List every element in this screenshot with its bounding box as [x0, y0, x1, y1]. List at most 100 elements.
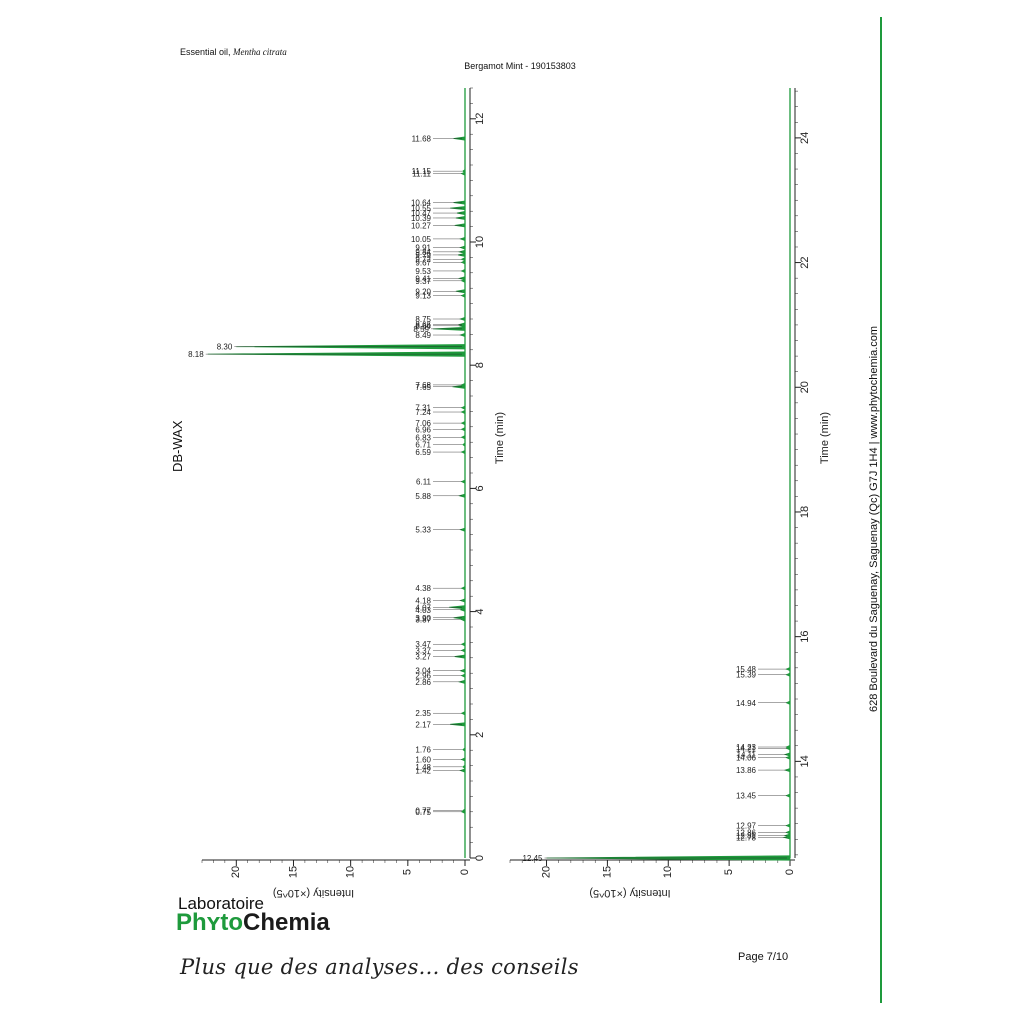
time-tick-label-2-24: 24: [799, 132, 811, 144]
peak-2-3: [785, 830, 791, 835]
time-tick-label-1-8: 8: [474, 362, 486, 368]
peak-1-48: [459, 245, 466, 250]
peak-label-1-41: 9.37: [415, 277, 431, 286]
peak-label-1-8: 2.86: [415, 678, 431, 687]
peak-label-1-1: 0.77: [415, 807, 431, 816]
peak-label-2-4: 12.97: [736, 822, 757, 831]
peak-1-39: [460, 293, 466, 298]
time-tick-label-1-2: 2: [474, 732, 486, 738]
intensity-tick-label-1-15: 15: [287, 866, 299, 878]
peak-label-1-22: 6.11: [416, 478, 432, 487]
peak-1-13: [460, 642, 466, 647]
peak-label-1-3: 1.48: [415, 763, 431, 772]
time-axis-title-1: Time (min): [494, 412, 506, 464]
peak-label-1-52: 10.47: [411, 209, 432, 218]
peak-1-29: [460, 405, 466, 410]
peak-label-1-12: 3.37: [415, 646, 431, 655]
peak-1-4: [460, 757, 466, 762]
intensity-tick-label-1-10: 10: [345, 866, 357, 878]
intensity-tick-label-1-5: 5: [402, 869, 414, 875]
time-tick-label-2-20: 20: [799, 381, 811, 393]
peak-label-1-49: 10.05: [411, 235, 432, 244]
peak-2-2: [783, 833, 791, 838]
intensity-axis-title-2: Intensity (×10^5): [589, 887, 670, 899]
peak-label-1-54: 10.64: [411, 199, 432, 208]
peak-label-1-7: 2.35: [415, 709, 431, 718]
peak-label-1-45: 9.72: [415, 255, 431, 264]
peak-1-47: [457, 249, 466, 254]
peak-2-7: [785, 755, 791, 760]
intensity-tick-label-1-20: 20: [230, 866, 242, 878]
peak-label-1-25: 6.83: [415, 433, 431, 442]
time-tick-label-2-16: 16: [799, 631, 811, 643]
peak-label-2-8: 14.11: [737, 751, 757, 760]
peak-label-1-29: 7.31: [415, 404, 431, 413]
logo-part-1: Ph: [176, 909, 207, 936]
peak-1-38: [459, 316, 466, 322]
peak-1-18: [459, 598, 466, 603]
peak-label-1-55: 11.11: [412, 170, 431, 179]
peak-label-1-9: 2.96: [415, 672, 431, 681]
peak-label-1-37: 8.66: [415, 321, 431, 330]
peak-label-2-0: 12.45: [522, 854, 543, 863]
sample-name: Essential oil, Mentha citrata: [180, 47, 287, 57]
intensity-tick-label-2-5: 5: [723, 869, 735, 875]
sample-latin-name: Mentha citrata: [233, 47, 287, 57]
intensity-tick-label-2-0: 0: [784, 869, 796, 875]
peak-1-43: [460, 268, 466, 274]
peak-1-24: [462, 442, 466, 448]
intensity-tick-label-2-10: 10: [662, 866, 674, 878]
peak-label-1-23: 6.59: [415, 448, 431, 457]
page-number: Page 7/10: [738, 951, 789, 963]
logo-laboratoire: Laboratoire: [178, 894, 265, 913]
logo-phytochemia: PhʏtoChemia: [176, 909, 330, 937]
intensity-tick-label-2-15: 15: [601, 866, 613, 878]
peak-label-1-32: 8.18: [188, 350, 204, 359]
peak-label-1-57: 11.68: [412, 135, 432, 144]
side-divider-line: [880, 17, 882, 1003]
peak-2-11: [785, 700, 791, 705]
peak-label-1-21: 5.88: [415, 492, 431, 501]
peak-label-1-36: 8.64: [415, 322, 431, 331]
peak-1-37: [457, 322, 466, 327]
peak-label-2-6: 13.86: [736, 766, 757, 775]
address-text: 628 Boulevard du Saguenay, Saguenay (Qc)…: [868, 319, 880, 718]
peak-label-1-35: 8.59: [413, 325, 429, 334]
peak-2-13: [785, 666, 791, 672]
peak-2-6: [783, 767, 791, 773]
peak-label-1-27: 7.06: [415, 419, 431, 428]
peak-1-22: [460, 479, 466, 484]
report-title: Bergamot Mint - 190153803: [464, 61, 576, 71]
peak-label-1-50: 10.27: [411, 221, 432, 230]
peak-label-1-30: 7.65: [415, 383, 431, 392]
time-tick-label-1-6: 6: [474, 485, 486, 491]
time-tick-label-1-4: 4: [474, 609, 486, 615]
peak-label-2-10: 14.23: [736, 743, 757, 752]
peak-label-2-13: 15.48: [736, 665, 757, 674]
peak-label-1-42: 9.41: [415, 274, 431, 283]
peak-label-1-53: 10.55: [411, 204, 432, 213]
peak-label-1-19: 4.38: [415, 584, 431, 593]
peak-1-12: [460, 648, 466, 653]
peak-label-1-11: 3.27: [415, 653, 431, 662]
peak-1-26: [460, 427, 466, 432]
peak-label-1-47: 9.84: [415, 248, 431, 257]
peak-label-1-40: 9.20: [415, 287, 431, 296]
peak-1-34: [459, 332, 466, 338]
peak-label-2-2: 12.81: [736, 832, 757, 841]
peak-label-1-2: 1.42: [415, 767, 431, 776]
peak-label-2-9: 14.21: [736, 744, 757, 753]
peak-label-1-31: 7.68: [415, 381, 431, 390]
time-axis-title-2: Time (min): [819, 412, 831, 464]
peak-label-1-18: 4.18: [415, 597, 431, 606]
peak-1-44: [460, 260, 466, 265]
peak-1-1: [462, 808, 466, 813]
peak-label-1-26: 6.96: [415, 425, 431, 434]
peak-1-23: [460, 449, 466, 455]
peak-label-1-10: 3.04: [415, 667, 431, 676]
peak-label-1-44: 9.67: [415, 258, 431, 267]
logo-part-2: to: [220, 909, 244, 936]
peak-1-25: [460, 435, 466, 440]
peak-label-1-14: 3.87: [415, 616, 431, 625]
